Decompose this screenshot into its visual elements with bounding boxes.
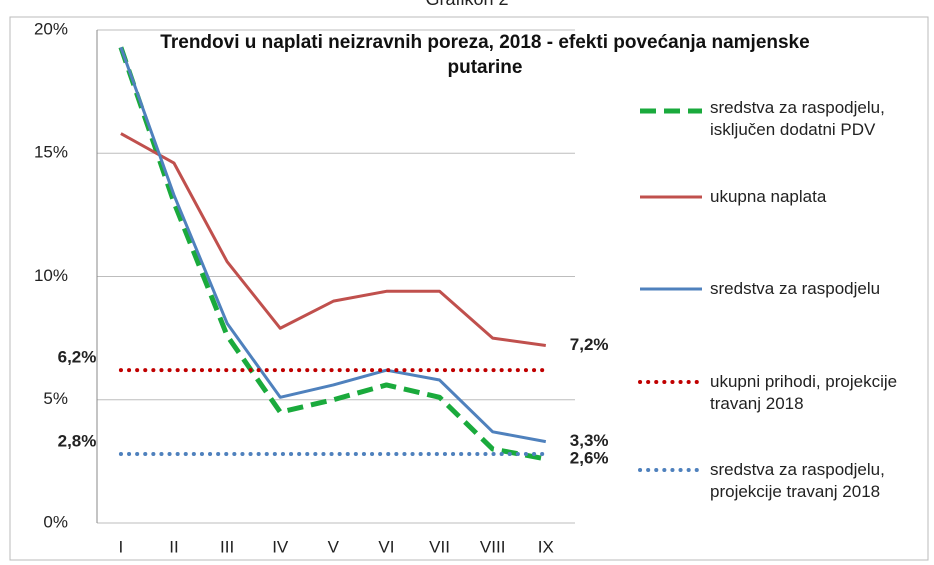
caption: Grafikon 2 [0, 0, 934, 10]
legend-label: sredstva za raspodjelu, projekcije trava… [710, 460, 885, 501]
x-tick-label: I [119, 537, 124, 556]
x-tick-label: IV [272, 537, 289, 556]
x-tick-label: V [328, 537, 340, 556]
x-tick-label: II [169, 537, 178, 556]
x-tick-label: VIII [480, 537, 506, 556]
data-label: 6,2% [58, 348, 97, 367]
data-label: 7,2% [570, 335, 609, 354]
series-line [120, 132, 546, 348]
series-line [118, 46, 547, 462]
y-tick-label: 0% [43, 512, 68, 531]
legend-label: ukupna naplata [710, 187, 827, 206]
x-tick-label: VII [429, 537, 450, 556]
series-line [119, 46, 547, 444]
x-tick-label: IX [538, 537, 554, 556]
data-label: 3,3% [570, 431, 609, 450]
chart-title: Trendovi u naplati neizravnih poreza, 20… [160, 32, 810, 78]
legend-label: ukupni prihodi, projekcije travanj 2018 [710, 372, 898, 413]
legend-label: sredstva za raspodjelu, isključen dodatn… [710, 98, 885, 139]
x-tick-label: III [220, 537, 234, 556]
data-label: 2,8% [58, 431, 97, 450]
y-tick-label: 10% [34, 266, 68, 285]
y-tick-label: 5% [43, 389, 68, 408]
y-tick-label: 15% [34, 143, 68, 162]
y-tick-label: 20% [34, 19, 68, 38]
data-label: 2,6% [570, 448, 609, 467]
frame [9, 16, 929, 561]
legend-label: sredstva za raspodjelu [710, 279, 881, 298]
x-tick-label: VI [378, 537, 394, 556]
